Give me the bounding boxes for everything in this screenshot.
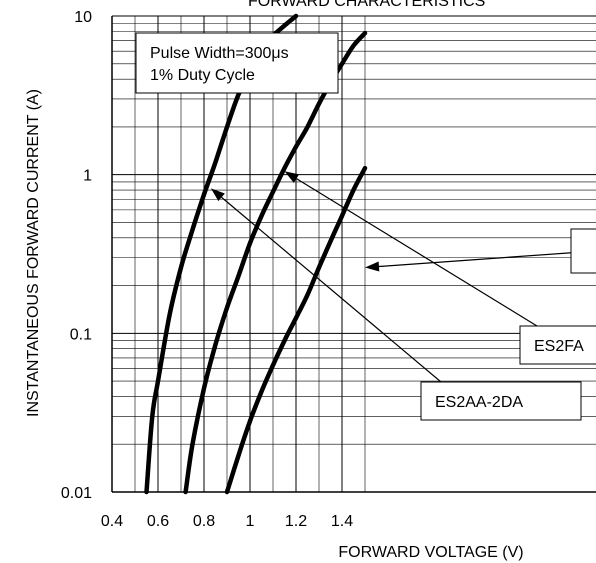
- y-tick-labels: 0.01 0.1 1 10: [61, 9, 92, 502]
- callout-box: [519, 325, 596, 365]
- grid: [111, 15, 596, 493]
- x-tick-label: 0.6: [147, 513, 169, 530]
- series-line-2: [183, 30, 368, 495]
- x-axis-title: FORWARD VOLTAGE (V): [338, 544, 523, 561]
- callout-box: [570, 228, 596, 274]
- x-tick-label: 0.8: [193, 513, 215, 530]
- callout-arrow-line: [296, 178, 538, 327]
- callout-arrowhead: [365, 261, 380, 272]
- callout-box: [420, 381, 582, 421]
- chart-title: FORWARD CHARACTERISTICS: [248, 0, 485, 10]
- callout-arrowhead: [284, 171, 300, 183]
- pulse-width-note: Pulse Width=300μs 1% Duty Cycle: [135, 32, 339, 94]
- pulse-width-note-frame: [135, 32, 339, 94]
- callout-arrow-line: [221, 196, 442, 383]
- x-tick-labels: 0.4 0.6 0.8 1 1.2 1.4: [101, 513, 353, 530]
- y-axis-title: INSTANTANEOUS FORWARD CURRENT (A): [25, 89, 42, 417]
- callout-arrow-line: [378, 251, 583, 268]
- callout-layer: ES2AA-2DA ES2FA: [210, 171, 596, 421]
- y-tick-label: 1: [83, 168, 92, 185]
- callout-arrowhead: [210, 188, 225, 202]
- x-tick-label: 1.4: [331, 513, 353, 530]
- x-tick-label: 0.4: [101, 513, 123, 530]
- series-line-3: [224, 165, 368, 495]
- x-tick-label: 1.2: [285, 513, 307, 530]
- pulse-width-note-line-1: Pulse Width=300μs: [150, 45, 289, 62]
- pulse-width-note-line-2: 1% Duty Cycle: [150, 67, 255, 84]
- y-tick-label: 0.1: [70, 326, 92, 343]
- y-tick-label: 10: [74, 9, 92, 26]
- x-tick-label: 1: [246, 513, 255, 530]
- callout-label: ES2AA-2DA: [435, 394, 523, 411]
- callout-label: ES2FA: [534, 338, 584, 355]
- y-tick-label: 0.01: [61, 485, 92, 502]
